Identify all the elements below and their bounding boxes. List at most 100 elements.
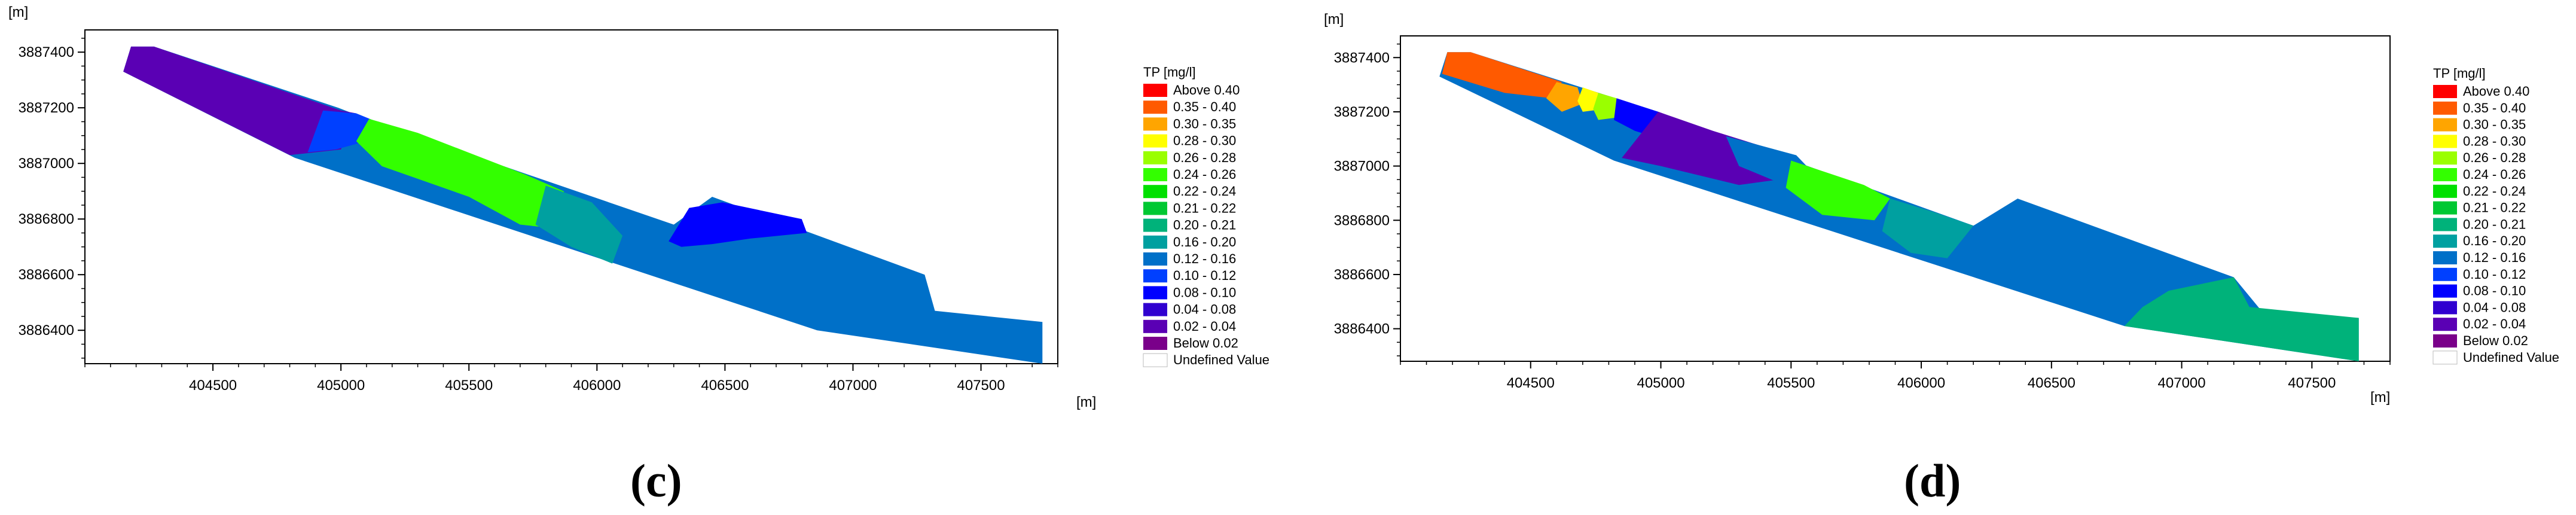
legend-label: Below 0.02 <box>2463 333 2528 348</box>
legend-swatch <box>1143 286 1167 300</box>
y-axis-unit: [m] <box>8 4 28 20</box>
zone-0-08-0-10 <box>669 202 807 247</box>
x-tick-label: 405500 <box>1767 375 1815 391</box>
legend-swatch <box>2433 334 2457 348</box>
legend-label: 0.26 - 0.28 <box>1173 150 1236 165</box>
legend-label: 0.20 - 0.21 <box>2463 217 2526 231</box>
legend-label: 0.24 - 0.26 <box>2463 167 2526 182</box>
y-tick-label: 3887200 <box>1334 104 1390 120</box>
zones-layer <box>123 46 807 264</box>
legend-swatch <box>1143 168 1167 181</box>
legend-title: TP [mg/l] <box>2433 66 2486 81</box>
y-ticks: 3887400 3887200 3887000 3886800 3886600 38864… <box>19 38 85 359</box>
x-tick-label: 404500 <box>1507 375 1555 391</box>
panel-caption: (c) <box>630 455 682 507</box>
legend-swatch <box>1143 235 1167 249</box>
y-tick-label: 3887400 <box>19 44 74 60</box>
legend-swatch <box>2433 218 2457 231</box>
chart-d-svg: 404500 405000 405500 406000 406500 407000 4075… <box>1324 11 2559 507</box>
legend-label: 0.08 - 0.10 <box>1173 285 1236 300</box>
legend-swatch <box>1143 84 1167 97</box>
legend-label: 0.10 - 0.12 <box>2463 267 2526 282</box>
legend-label: 0.16 - 0.20 <box>2463 233 2526 248</box>
y-tick-label: 3887000 <box>19 156 74 172</box>
x-tick-label: 406500 <box>2028 375 2076 391</box>
y-tick-label: 3886800 <box>1334 212 1390 228</box>
legend-swatch <box>2433 151 2457 165</box>
legend-swatch <box>1143 100 1167 114</box>
legend-swatch <box>2433 101 2457 115</box>
legend-label: 0.20 - 0.21 <box>1173 218 1236 233</box>
map-plot-area: 404500 405000 405500 406000 406500 407000 4075… <box>1334 35 2391 391</box>
x-tick-label: 407000 <box>829 377 877 394</box>
legend-label: 0.30 - 0.35 <box>2463 117 2526 132</box>
zone-0-16-0-20 <box>535 185 623 264</box>
x-tick-label: 405000 <box>1637 375 1684 391</box>
zone-0-24-0-26 <box>1786 160 1890 221</box>
legend-swatch <box>2433 301 2457 315</box>
legend-label: 0.21 - 0.22 <box>2463 200 2526 215</box>
x-ticks: 404500 405000 405500 406000 406500 407000 4075… <box>1400 361 2391 391</box>
x-tick-label: 405000 <box>317 377 365 394</box>
legend-label: Above 0.40 <box>2463 84 2529 99</box>
legend-swatch <box>1143 185 1167 199</box>
legend-swatch <box>1143 269 1167 283</box>
legend-swatch <box>2433 184 2457 198</box>
legend-swatch <box>1143 319 1167 333</box>
y-tick-label: 3886400 <box>19 322 74 339</box>
legend-label: 0.12 - 0.16 <box>2463 250 2526 265</box>
legend-label: 0.26 - 0.28 <box>2463 150 2526 165</box>
x-axis-unit: [m] <box>1076 394 1096 410</box>
legend-swatch <box>2433 318 2457 331</box>
legend-swatch <box>2433 168 2457 181</box>
legend-label: Above 0.40 <box>1173 83 1240 97</box>
legend-swatch <box>2433 201 2457 215</box>
legend-swatch <box>1143 303 1167 316</box>
zone-0-30-0-35 <box>1546 82 1583 112</box>
legend-label: 0.04 - 0.08 <box>1173 302 1236 317</box>
legend-swatch <box>1143 134 1167 148</box>
chart-c-svg: 404500 405000 405500 406000 406500 407000 4075… <box>8 4 1269 507</box>
panel-d: 404500 405000 405500 406000 406500 407000 4075… <box>1288 0 2576 515</box>
y-tick-label: 3886800 <box>19 211 74 227</box>
legend-swatch <box>2433 267 2457 281</box>
legend-swatch <box>2433 284 2457 298</box>
legend-swatch <box>2433 135 2457 148</box>
zone-0-26-0-28 <box>1593 93 1619 120</box>
legend-label: 0.28 - 0.30 <box>2463 133 2526 148</box>
x-tick-label: 406000 <box>573 377 621 394</box>
legend-items: Above 0.400.35 - 0.40 0.30 - 0.350.28 - 0… <box>2432 84 2559 365</box>
legend-label: 0.24 - 0.26 <box>1173 167 1236 182</box>
x-tick-label: 406500 <box>701 377 749 394</box>
panel-c: 404500 405000 405500 406000 406500 407000 4075… <box>8 4 1269 507</box>
legend-label: 0.35 - 0.40 <box>2463 100 2526 115</box>
zone-0-35-0-40 <box>1442 52 1562 99</box>
legend-label: 0.28 - 0.30 <box>1173 133 1236 148</box>
x-tick-label: 407500 <box>957 377 1005 394</box>
map-plot-area: 404500 405000 405500 406000 406500 407000 4075… <box>19 29 1058 394</box>
legend-label: 0.35 - 0.40 <box>1173 99 1236 114</box>
legend-label: Undefined Value <box>1173 352 1269 367</box>
y-tick-label: 3887000 <box>1334 159 1390 175</box>
legend-swatch <box>2433 251 2457 264</box>
legend-label: 0.08 - 0.10 <box>2463 284 2526 298</box>
x-tick-label: 405500 <box>445 377 493 394</box>
legend-label: Undefined Value <box>2463 350 2559 365</box>
legend-label: 0.02 - 0.04 <box>2463 316 2526 331</box>
legend-swatch <box>1143 252 1167 266</box>
legend-label: 0.22 - 0.24 <box>1173 184 1236 199</box>
legend-swatch <box>1143 202 1167 215</box>
y-tick-label: 3886600 <box>1334 267 1390 283</box>
y-axis-unit: [m] <box>1324 11 1344 28</box>
zones-layer <box>1442 52 2359 361</box>
y-tick-label: 3886400 <box>1334 321 1390 337</box>
zone-0-16-0-20 <box>1882 199 1974 258</box>
x-tick-label: 407000 <box>2158 375 2206 391</box>
zone-0-24-0-26 <box>356 118 572 230</box>
legend-label: 0.16 - 0.20 <box>1173 234 1236 249</box>
y-ticks: 3887400 3887200 3887000 3886800 3886600 38864… <box>1334 43 1400 356</box>
x-ticks: 404500 405000 405500 406000 406500 407000 4075… <box>84 364 1058 394</box>
legend-label: 0.02 - 0.04 <box>1173 319 1236 334</box>
legend-swatch <box>2433 234 2457 248</box>
legend-label: 0.12 - 0.16 <box>1173 251 1236 266</box>
